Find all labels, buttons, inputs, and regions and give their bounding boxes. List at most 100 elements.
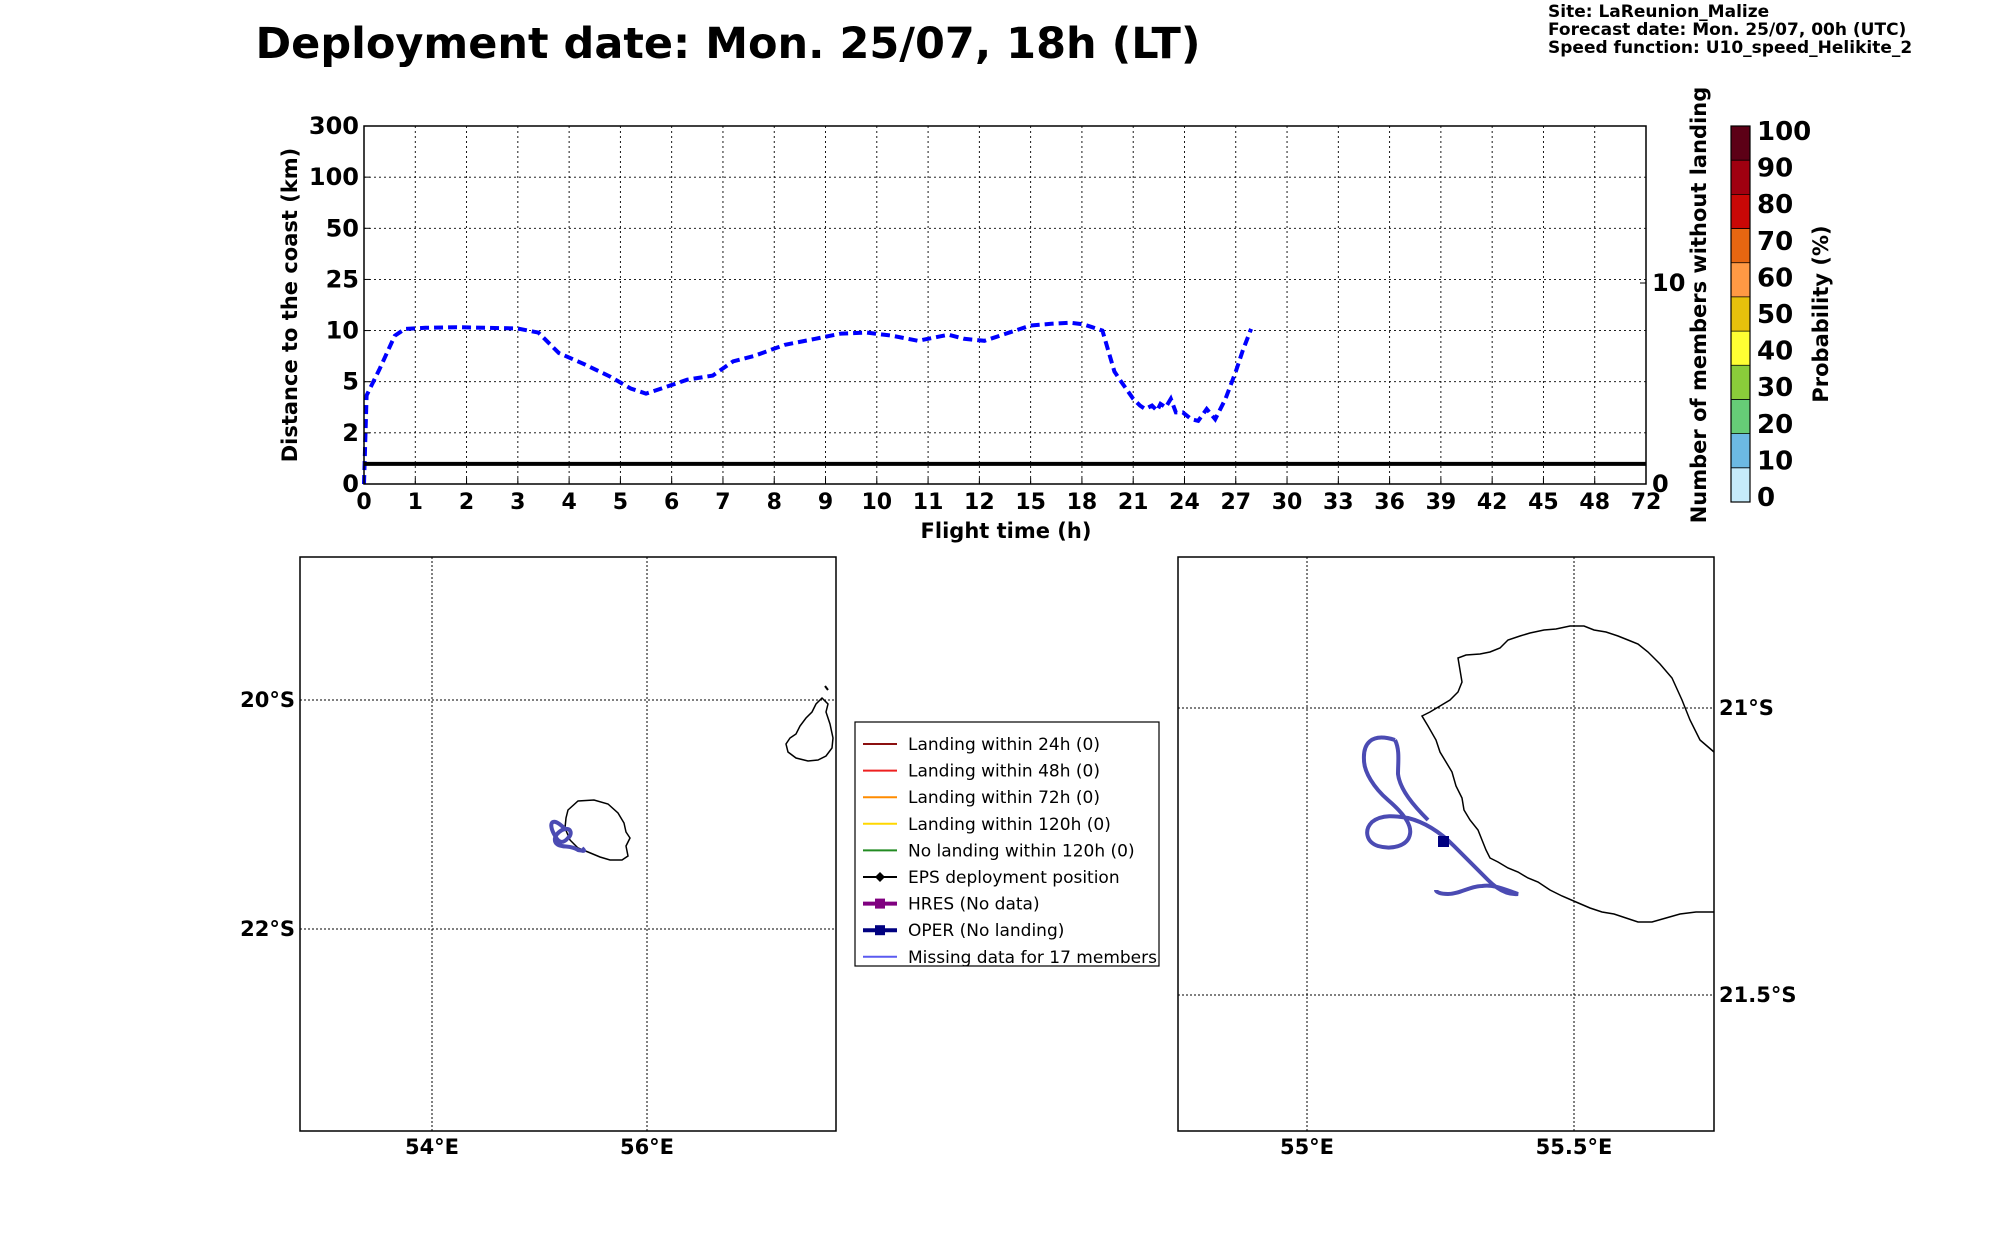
x-tick-label: 36 [1374,490,1405,515]
distance-chart: 0 1 2 3 4 5 6 7 8 9 10 11 12 15 18 21 24 27 30 33 36 39 42 45 48… [278,87,1711,543]
colorbar-swatch [1731,228,1750,263]
legend-label: HRES (No data) [908,895,1040,915]
x-tick-label: 0 [356,490,371,515]
colorbar-tick-label: 20 [1757,410,1793,440]
colorbar-tick-label: 50 [1757,300,1793,330]
legend-items: Landing within 24h (0) Landing within 48h… [863,735,1157,968]
colorbar-tick-label: 10 [1757,446,1793,476]
zoom-lon-tick: 55°E [1280,1135,1334,1159]
x-axis-label: Flight time (h) [921,519,1092,543]
legend-label: Landing within 24h (0) [908,735,1100,755]
y-tick-label: 50 [326,214,359,242]
x-tick-label: 30 [1272,490,1303,515]
x-tick-label: 45 [1528,490,1559,515]
zoom-lat-tick: 21°S [1719,696,1774,720]
overview-lon-tick: 56°E [620,1135,674,1159]
chart-frame [363,125,1647,485]
overview-lon-tick: 54°E [405,1135,459,1159]
site-label: Site: LaReunion_Malize [1548,2,1769,22]
y2-tick-label: 0 [1652,470,1669,498]
chart-grid [364,126,1646,484]
legend-frame [854,721,1160,967]
y2-tick-labels: 0 10 [1640,269,1685,498]
colorbar-tick-label: 60 [1757,263,1793,293]
x-tick-label: 42 [1477,490,1508,515]
zoom-lon-tick: 55.5°E [1536,1135,1613,1159]
overview-map-frame [299,556,837,1132]
x-tick-label: 48 [1579,490,1610,515]
forecast-label: Forecast date: Mon. 25/07, 00h (UTC) [1548,20,1906,40]
x-tick-label: 5 [613,490,628,515]
x-tick-label: 39 [1426,490,1457,515]
colorbar-tick-label: 30 [1757,373,1793,403]
distance-series-line [362,320,1253,485]
overview-trajectory [549,819,587,853]
zoom-trajectory [1361,735,1519,897]
legend-marker [875,872,885,882]
colorbar-swatches [1731,126,1750,502]
x-tick-label: 11 [913,490,944,515]
legend-item: Landing within 72h (0) [863,788,1100,808]
legend-item: Landing within 24h (0) [863,735,1100,755]
colorbar-swatch [1731,433,1750,468]
legend-label: EPS deployment position [908,868,1120,888]
colorbar-swatch [1731,160,1750,195]
colorbar-tick-label: 90 [1757,154,1793,184]
x-tick-label: 12 [964,490,995,515]
y2-tick-label: 10 [1652,269,1685,297]
colorbar-label: Probability (%) [1809,225,1833,402]
overview-map-grid [300,557,836,1131]
x-tick-label: 3 [510,490,525,515]
colorbar-swatch [1731,126,1750,161]
legend-item: HRES (No data) [863,895,1040,915]
zoom-lat-tick: 21.5°S [1719,983,1796,1007]
y-tick-label: 5 [342,368,359,396]
x-tick-label: 10 [861,490,892,515]
legend-item: Missing data for 17 members [863,948,1157,968]
x-tick-label: 1 [408,490,423,515]
probability-colorbar: 0 10 20 30 40 50 60 70 80 90 100 Probability (%) [1730,117,1833,513]
mauritius-islet [824,685,829,691]
reunion-coast-zoomed [1420,625,1715,923]
legend-label: Landing within 48h (0) [908,762,1100,782]
colorbar-swatch [1731,262,1750,297]
legend-label: Landing within 72h (0) [908,788,1100,808]
y-tick-label: 25 [326,265,359,293]
y-tick-label: 0 [342,470,359,498]
legend: Landing within 24h (0) Landing within 48h… [854,721,1160,968]
legend-label: No landing within 120h (0) [908,841,1135,861]
speed-label: Speed function: U10_speed_Helikite_2 [1548,38,1912,58]
colorbar-tick-labels: 0 10 20 30 40 50 60 70 80 90 100 [1757,117,1811,513]
figure-title: Deployment date: Mon. 25/07, 18h (LT) [255,19,1200,69]
x-tick-label: 6 [664,490,679,515]
colorbar-tick-label: 40 [1757,337,1793,367]
colorbar-tick-label: 100 [1757,117,1811,147]
x-tick-label: 2 [459,490,474,515]
mauritius-island-coast [785,696,834,762]
reunion-island-coast [564,799,631,861]
legend-item: OPER (No landing) [863,921,1064,941]
colorbar-swatch [1731,365,1750,400]
colorbar-tick-label: 70 [1757,227,1793,257]
x-tick-label: 33 [1323,490,1354,515]
legend-label: Missing data for 17 members [908,948,1157,968]
colorbar-swatch [1731,194,1750,229]
y-tick-label: 100 [309,163,359,191]
colorbar-tick-label: 0 [1757,483,1775,513]
overview-lat-tick: 22°S [240,917,295,941]
x-tick-label: 9 [818,490,833,515]
x-tick-label: 8 [767,490,782,515]
x-tick-labels: 0 1 2 3 4 5 6 7 8 9 10 11 12 15 18 21 24 27 30 33 36 39 42 45 48… [356,478,1661,515]
oper-deployment-marker [1438,836,1449,847]
overview-map: 54°E 56°E 20°S 22°S [240,556,837,1159]
y-tick-label: 10 [326,317,359,345]
legend-item: Landing within 120h (0) [863,815,1111,835]
x-tick-label: 24 [1169,490,1200,515]
legend-marker [875,925,885,936]
x-tick-label: 21 [1118,490,1149,515]
x-tick-label: 72 [1631,490,1662,515]
x-tick-label: 15 [1015,490,1046,515]
legend-label: Landing within 120h (0) [908,815,1111,835]
colorbar-swatch [1731,467,1750,502]
